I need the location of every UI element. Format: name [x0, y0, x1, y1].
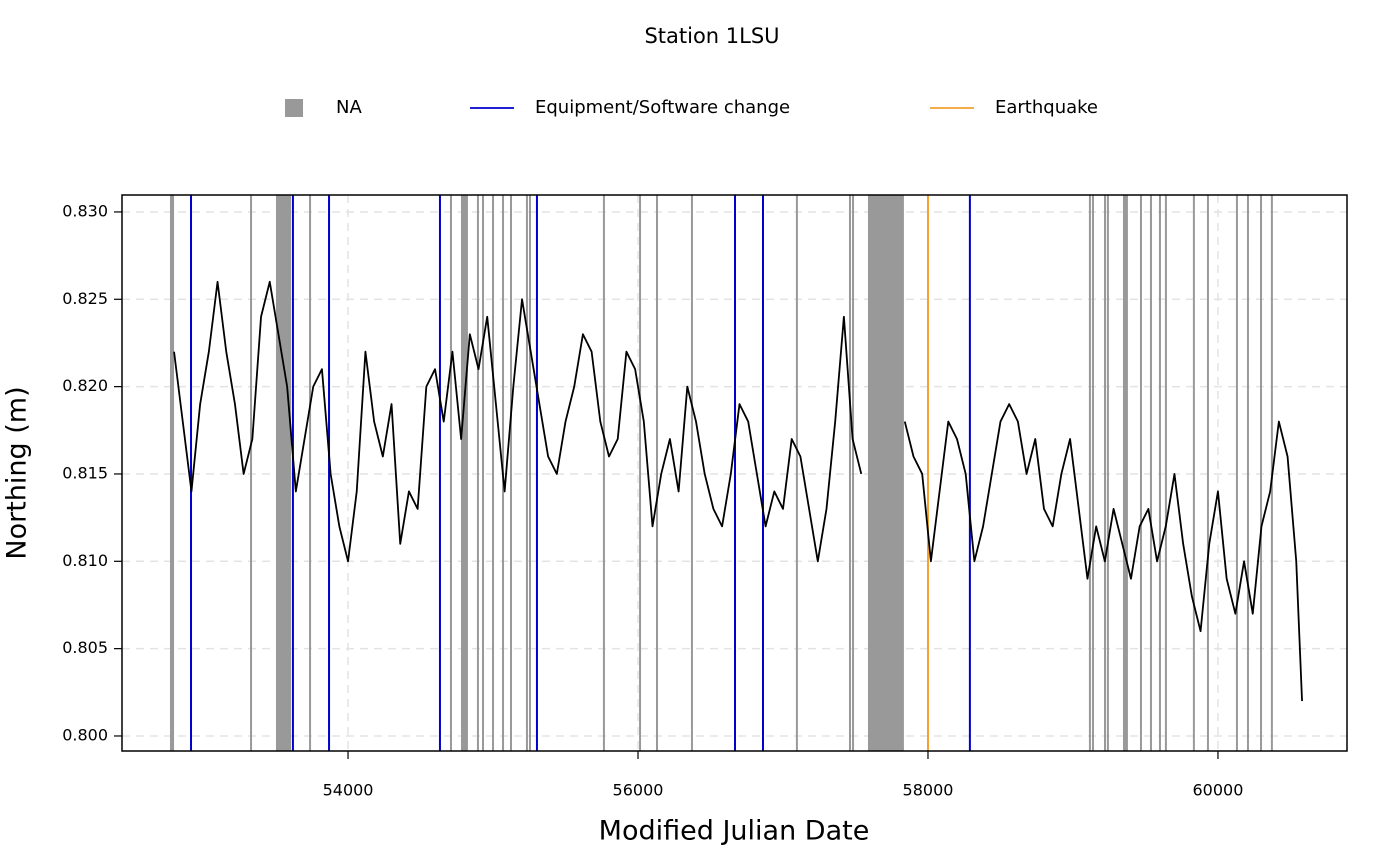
na-span [460, 195, 468, 751]
legend-label: Earthquake [995, 97, 1098, 118]
legend-swatch [285, 99, 303, 117]
na-span [867, 195, 904, 751]
legend: NA Equipment/Software change Earthquake [285, 97, 1098, 118]
y-axis-title: Northing (m) [2, 386, 33, 559]
y-tick-label: 0.805 [62, 638, 108, 657]
na-span [169, 195, 175, 751]
events [169, 195, 1273, 751]
x-tick-label: 54000 [323, 781, 374, 800]
chart-title: Station 1LSU [644, 24, 779, 48]
x-axis-title: Modified Julian Date [599, 816, 870, 847]
legend-label: NA [336, 97, 362, 118]
data-line [173, 280, 1303, 702]
y-tick-label: 0.815 [62, 463, 108, 482]
legend-label: Equipment/Software change [535, 97, 790, 118]
y-tick-label: 0.810 [62, 551, 108, 570]
x-tick-label: 60000 [1193, 781, 1244, 800]
y-tick-label: 0.820 [62, 376, 108, 395]
na-span [275, 195, 292, 751]
plot-frame [121, 194, 1348, 752]
series [173, 280, 1303, 702]
y-tick-label: 0.830 [62, 201, 108, 220]
y-tick-label: 0.825 [62, 289, 108, 308]
x-tick-label: 56000 [613, 781, 664, 800]
y-tick-label: 0.800 [62, 725, 108, 744]
na-span [1122, 195, 1128, 751]
x-tick-label: 58000 [903, 781, 954, 800]
axes: 0.800 0.805 0.810 0.815 0.820 0.825 0.830 54000… [62, 201, 1243, 799]
